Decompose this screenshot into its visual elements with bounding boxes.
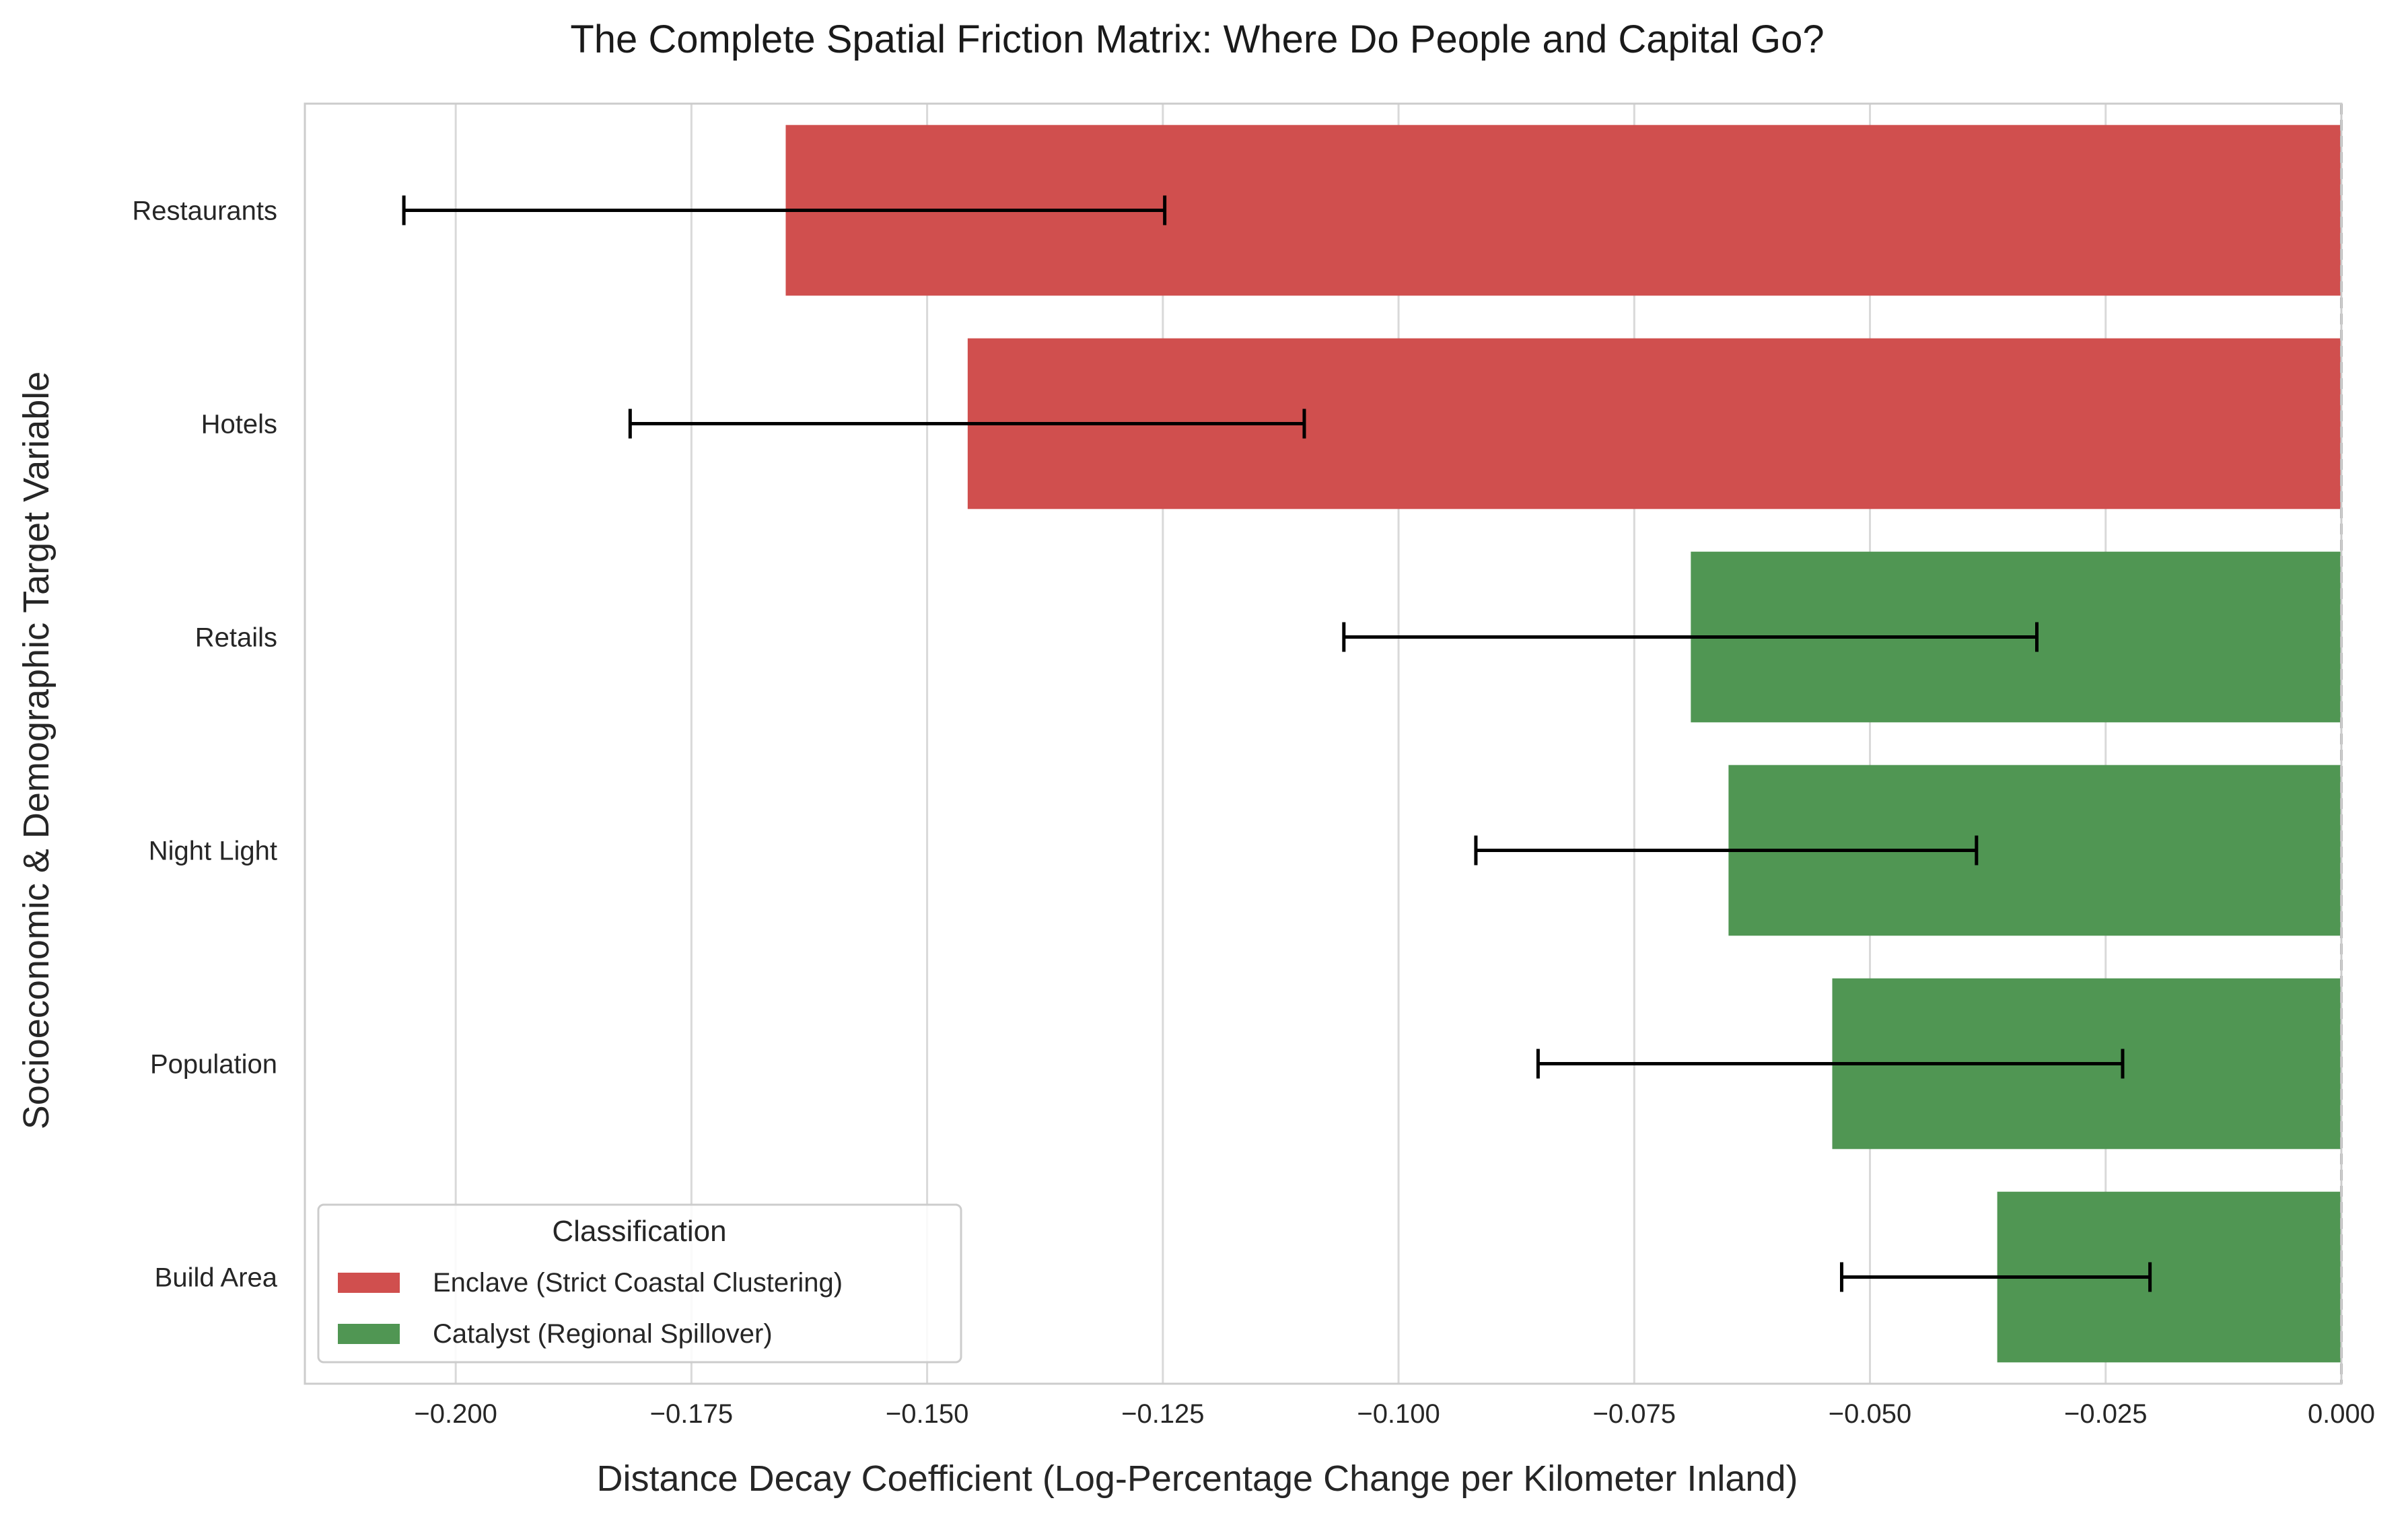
y-tick-label: Night Light [149, 837, 277, 866]
x-tick-label: −0.150 [886, 1399, 968, 1429]
legend-title: Classification [552, 1215, 726, 1248]
y-tick-label: Hotels [201, 410, 277, 439]
legend-label-catalyst: Catalyst (Regional Spillover) [433, 1319, 773, 1349]
legend-label-enclave: Enclave (Strict Coastal Clustering) [433, 1268, 843, 1298]
x-tick-label: −0.050 [1829, 1399, 1911, 1429]
legend-swatch-enclave [338, 1273, 400, 1293]
x-axis-label: Distance Decay Coefficient (Log-Percenta… [597, 1458, 1798, 1499]
x-tick-label: −0.025 [2064, 1399, 2147, 1429]
legend-box [317, 1203, 962, 1364]
y-tick-label: Retails [195, 623, 277, 653]
legend: Classification Enclave (Strict Coastal C… [317, 1203, 962, 1364]
x-tick-label: −0.175 [650, 1399, 733, 1429]
x-tick-label: −0.075 [1593, 1399, 1676, 1429]
y-tick-label: Build Area [155, 1263, 278, 1293]
error-bars [402, 195, 2152, 1292]
legend-swatch-catalyst [338, 1324, 400, 1344]
x-tick-label: −0.200 [414, 1399, 497, 1429]
y-tick-label: Restaurants [132, 197, 277, 226]
plot-frame [304, 102, 2343, 1385]
x-tick-label: 0.000 [2308, 1399, 2375, 1429]
chart-title: The Complete Spatial Friction Matrix: Wh… [570, 17, 1824, 61]
x-tick-labels: −0.200 −0.175 −0.150 −0.125 −0.100 −0.075 −0.0… [414, 1399, 2375, 1429]
bars [785, 125, 2341, 1363]
y-axis-label: Socioeconomic & Demographic Target Varia… [16, 372, 57, 1130]
x-tick-label: −0.125 [1121, 1399, 1204, 1429]
y-tick-label: Population [150, 1050, 277, 1080]
y-tick-labels: Restaurants Hotels Retails Night Light Popul… [132, 197, 277, 1293]
x-tick-label: −0.100 [1357, 1399, 1440, 1429]
